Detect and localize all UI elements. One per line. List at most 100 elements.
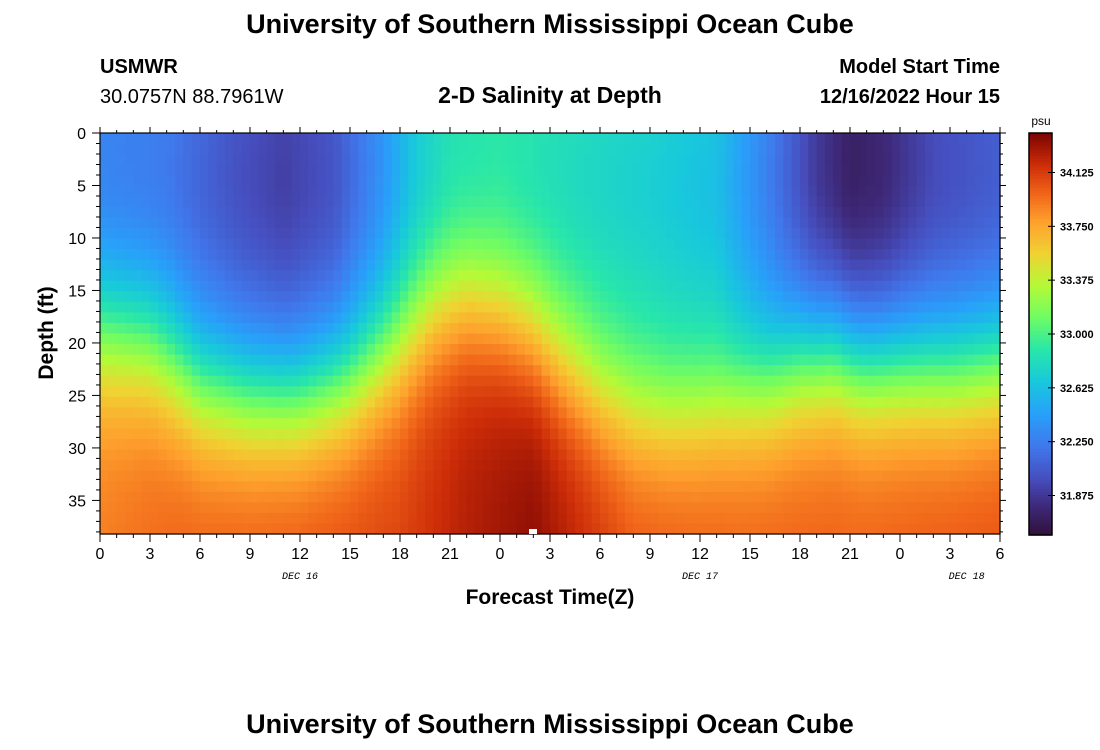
heatmap-cell xyxy=(441,481,451,493)
heatmap-cell xyxy=(233,238,243,250)
heatmap-cell xyxy=(108,470,118,482)
heatmap-cell xyxy=(158,238,168,250)
heatmap-cell xyxy=(650,470,659,482)
heatmap-cell xyxy=(400,164,409,176)
heatmap-cell xyxy=(150,512,159,525)
colorbar-band xyxy=(1029,290,1052,295)
heatmap-cell xyxy=(850,164,859,176)
colorbar-band xyxy=(1029,483,1052,487)
heatmap-cell xyxy=(375,312,384,324)
heatmap-cell xyxy=(958,386,968,398)
heatmap-cell xyxy=(241,491,251,503)
heatmap-cell xyxy=(708,164,718,176)
heatmap-cell xyxy=(733,175,743,187)
heatmap-cell xyxy=(625,365,634,377)
heatmap-cell xyxy=(750,481,759,493)
heatmap-cell xyxy=(916,439,926,451)
heatmap-cell xyxy=(541,217,551,229)
heatmap-cell xyxy=(850,238,859,250)
y-tick-label: 25 xyxy=(68,388,86,405)
heatmap-cell xyxy=(750,154,759,166)
heatmap-cell xyxy=(150,206,159,219)
heatmap-cell xyxy=(166,301,176,313)
heatmap-cell xyxy=(150,470,159,482)
heatmap-cell xyxy=(133,460,143,472)
heatmap-cell xyxy=(241,502,251,514)
heatmap-cell xyxy=(741,375,751,387)
heatmap-cell xyxy=(233,470,243,482)
heatmap-cell xyxy=(366,333,376,345)
heatmap-cell xyxy=(483,270,493,282)
heatmap-cell xyxy=(666,491,676,503)
heatmap-cell xyxy=(491,227,501,240)
heatmap-cell xyxy=(516,206,526,219)
colorbar-band xyxy=(1029,506,1052,510)
heatmap-cell xyxy=(125,365,134,377)
heatmap-cell xyxy=(291,375,301,387)
heatmap-cell xyxy=(233,312,243,324)
heatmap-cell xyxy=(316,238,326,250)
heatmap-cell xyxy=(666,333,676,345)
heatmap-cell xyxy=(558,417,568,430)
heatmap-cell xyxy=(683,322,693,335)
heatmap-cell xyxy=(483,227,493,240)
heatmap-cell xyxy=(491,491,501,503)
heatmap-cell xyxy=(616,185,626,197)
heatmap-cell xyxy=(316,512,326,525)
heatmap-cell xyxy=(450,175,459,187)
heatmap-cell xyxy=(841,481,851,493)
heatmap-cell xyxy=(700,333,709,345)
heatmap-cell xyxy=(125,280,134,292)
heatmap-cell xyxy=(733,470,743,482)
heatmap-cell xyxy=(183,291,193,303)
heatmap-cell xyxy=(691,470,701,482)
heatmap-cell xyxy=(141,312,151,324)
heatmap-cell xyxy=(650,322,659,335)
heatmap-cell xyxy=(541,291,551,303)
heatmap-cell xyxy=(966,523,976,535)
heatmap-cell xyxy=(166,322,176,335)
heatmap-cell xyxy=(183,249,193,261)
heatmap-cell xyxy=(775,502,784,514)
heatmap-cell xyxy=(566,344,576,356)
heatmap-cell xyxy=(341,481,351,493)
heatmap-cell xyxy=(600,512,609,525)
heatmap-cell xyxy=(266,206,276,219)
heatmap-cell xyxy=(908,270,918,282)
heatmap-cell xyxy=(875,428,884,440)
heatmap-cell xyxy=(358,238,368,250)
heatmap-cell xyxy=(341,185,351,197)
colorbar-band xyxy=(1029,402,1052,407)
heatmap-cell xyxy=(675,502,684,514)
colorbar-band xyxy=(1029,509,1052,513)
heatmap-cell xyxy=(416,206,426,219)
heatmap-cell xyxy=(400,512,409,525)
heatmap-cell xyxy=(850,133,859,145)
heatmap-cell xyxy=(683,396,693,408)
heatmap-cell xyxy=(175,217,184,229)
heatmap-cell xyxy=(650,280,659,292)
heatmap-cell xyxy=(125,460,134,472)
heatmap-cell xyxy=(533,439,543,451)
heatmap-cell xyxy=(341,396,351,408)
heatmap-cell xyxy=(108,396,118,408)
heatmap-cell xyxy=(908,481,918,493)
heatmap-cell xyxy=(316,301,326,313)
heatmap-cell xyxy=(208,502,218,514)
heatmap-cell xyxy=(991,396,1001,408)
heatmap-cell xyxy=(183,227,193,240)
heatmap-cell xyxy=(516,196,526,208)
heatmap-cell xyxy=(116,523,126,535)
heatmap-cell xyxy=(566,449,576,461)
heatmap-cell xyxy=(308,354,318,366)
heatmap-cell xyxy=(133,386,143,398)
heatmap-cell xyxy=(716,259,726,271)
colorbar-tick-label: 32.625 xyxy=(1060,383,1094,395)
heatmap-cell xyxy=(741,396,751,408)
heatmap-cell xyxy=(816,249,826,261)
heatmap-cell xyxy=(608,512,618,525)
heatmap-cell xyxy=(925,291,934,303)
heatmap-cell xyxy=(808,396,818,408)
heatmap-cell xyxy=(200,164,209,176)
heatmap-cell xyxy=(258,333,268,345)
